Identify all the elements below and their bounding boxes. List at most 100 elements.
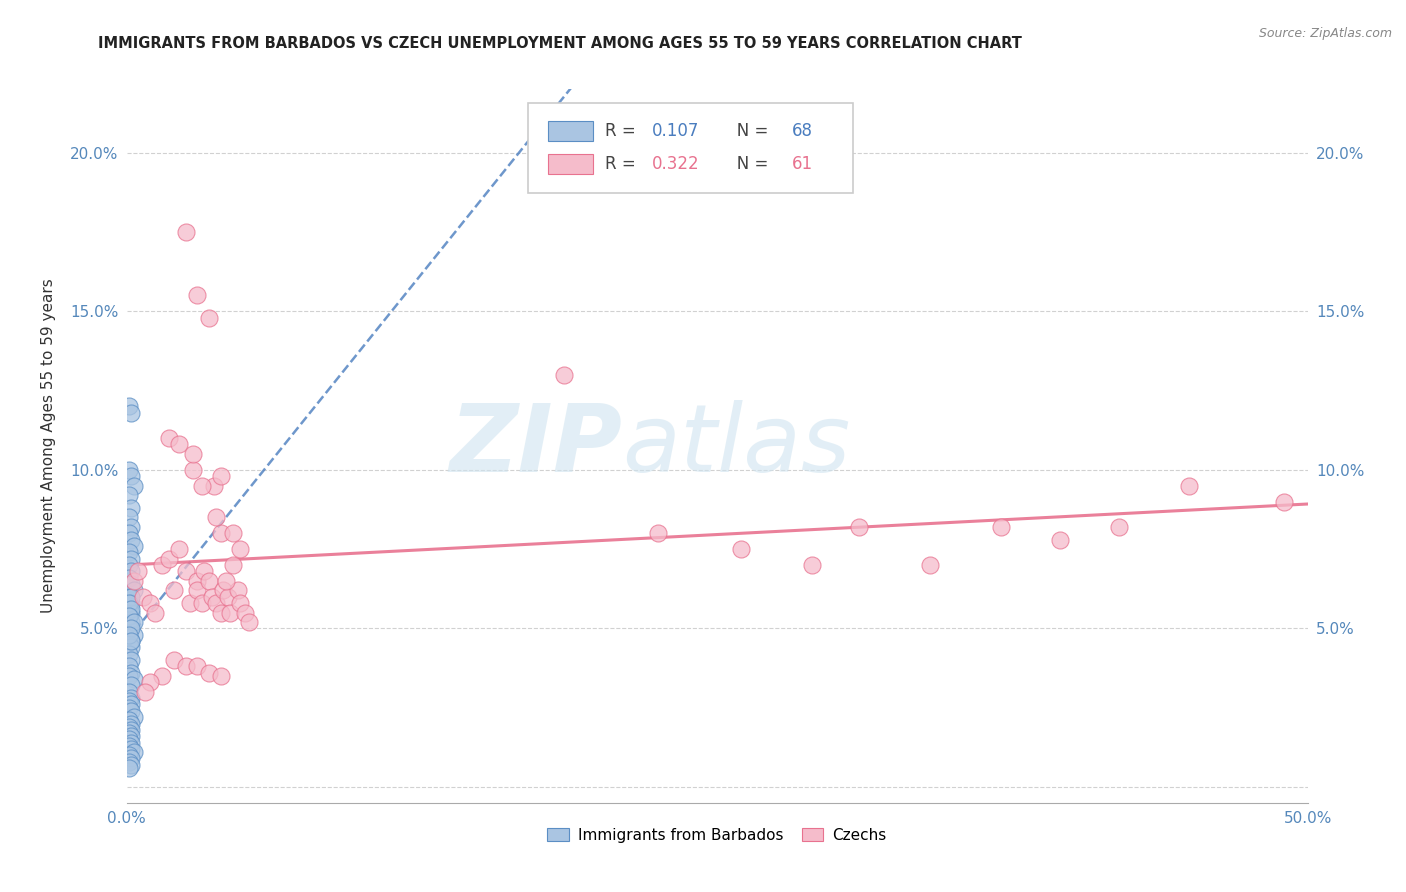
Point <box>122 628 145 642</box>
Point <box>918 558 941 572</box>
Point <box>120 551 142 566</box>
Point <box>226 583 249 598</box>
Point <box>143 606 166 620</box>
Point <box>120 615 142 629</box>
Text: 0.322: 0.322 <box>652 155 700 173</box>
Point <box>118 571 141 585</box>
Point <box>118 726 141 740</box>
Text: IMMIGRANTS FROM BARBADOS VS CZECH UNEMPLOYMENT AMONG AGES 55 TO 59 YEARS CORRELA: IMMIGRANTS FROM BARBADOS VS CZECH UNEMPL… <box>98 36 1022 51</box>
Point <box>118 596 141 610</box>
Point <box>222 526 245 541</box>
Point <box>118 590 141 604</box>
Point <box>157 431 180 445</box>
Point <box>139 675 162 690</box>
Point <box>120 735 142 749</box>
Point <box>209 469 232 483</box>
Point <box>122 710 145 724</box>
Point <box>120 621 142 635</box>
Point <box>120 742 142 756</box>
Point <box>205 596 228 610</box>
Point <box>118 659 141 673</box>
Point <box>122 539 145 553</box>
Point <box>222 558 245 572</box>
Point <box>181 447 204 461</box>
Point <box>118 463 141 477</box>
Point <box>163 583 186 598</box>
Text: atlas: atlas <box>623 401 851 491</box>
Point <box>118 739 141 753</box>
Point <box>1178 478 1201 492</box>
Point <box>229 542 252 557</box>
Point <box>167 437 190 451</box>
Point <box>730 542 752 557</box>
Point <box>209 606 232 620</box>
Point <box>118 748 141 763</box>
Text: 0.107: 0.107 <box>652 121 699 139</box>
Text: N =: N = <box>721 155 773 173</box>
Point <box>120 678 142 692</box>
Point <box>120 751 142 765</box>
Text: R =: R = <box>605 155 641 173</box>
Point <box>647 526 669 541</box>
Point <box>118 558 141 572</box>
Point <box>150 558 173 572</box>
Point <box>118 608 141 623</box>
Point <box>127 564 149 578</box>
Point <box>118 714 141 728</box>
Point <box>186 583 208 598</box>
Point <box>132 590 155 604</box>
Point <box>198 574 221 588</box>
Point <box>219 606 242 620</box>
Point <box>118 621 141 635</box>
Point <box>120 533 142 547</box>
Point <box>229 596 252 610</box>
Point <box>118 755 141 769</box>
Point <box>122 672 145 686</box>
Point <box>174 564 197 578</box>
Point <box>233 606 256 620</box>
Point <box>118 685 141 699</box>
Point <box>179 596 201 610</box>
Point <box>122 583 145 598</box>
Point <box>122 615 145 629</box>
Point <box>120 729 142 743</box>
Point <box>120 698 142 712</box>
Point <box>118 545 141 559</box>
Point <box>217 590 239 604</box>
Point <box>120 520 142 534</box>
Point <box>202 478 225 492</box>
Point <box>186 659 208 673</box>
Point <box>191 478 214 492</box>
Point <box>118 628 141 642</box>
Point <box>191 596 214 610</box>
Point <box>1049 533 1071 547</box>
Point <box>181 463 204 477</box>
Point <box>209 669 232 683</box>
Point <box>198 310 221 325</box>
Point <box>120 640 142 655</box>
Point <box>120 606 142 620</box>
Point <box>118 637 141 651</box>
Point <box>120 665 142 680</box>
Point <box>205 510 228 524</box>
Point <box>198 665 221 680</box>
Legend: Immigrants from Barbados, Czechs: Immigrants from Barbados, Czechs <box>541 822 893 848</box>
Point <box>120 564 142 578</box>
Point <box>120 723 142 737</box>
Point <box>848 520 870 534</box>
Point <box>800 558 823 572</box>
Point <box>134 685 156 699</box>
Point <box>118 732 141 747</box>
Y-axis label: Unemployment Among Ages 55 to 59 years: Unemployment Among Ages 55 to 59 years <box>41 278 56 614</box>
Point <box>122 574 145 588</box>
Point <box>120 634 142 648</box>
Point <box>120 469 142 483</box>
Point <box>209 526 232 541</box>
Point <box>120 596 142 610</box>
Text: R =: R = <box>605 121 641 139</box>
Point <box>174 225 197 239</box>
Point <box>120 691 142 706</box>
Point <box>118 608 141 623</box>
Point <box>118 400 141 414</box>
Point <box>120 653 142 667</box>
